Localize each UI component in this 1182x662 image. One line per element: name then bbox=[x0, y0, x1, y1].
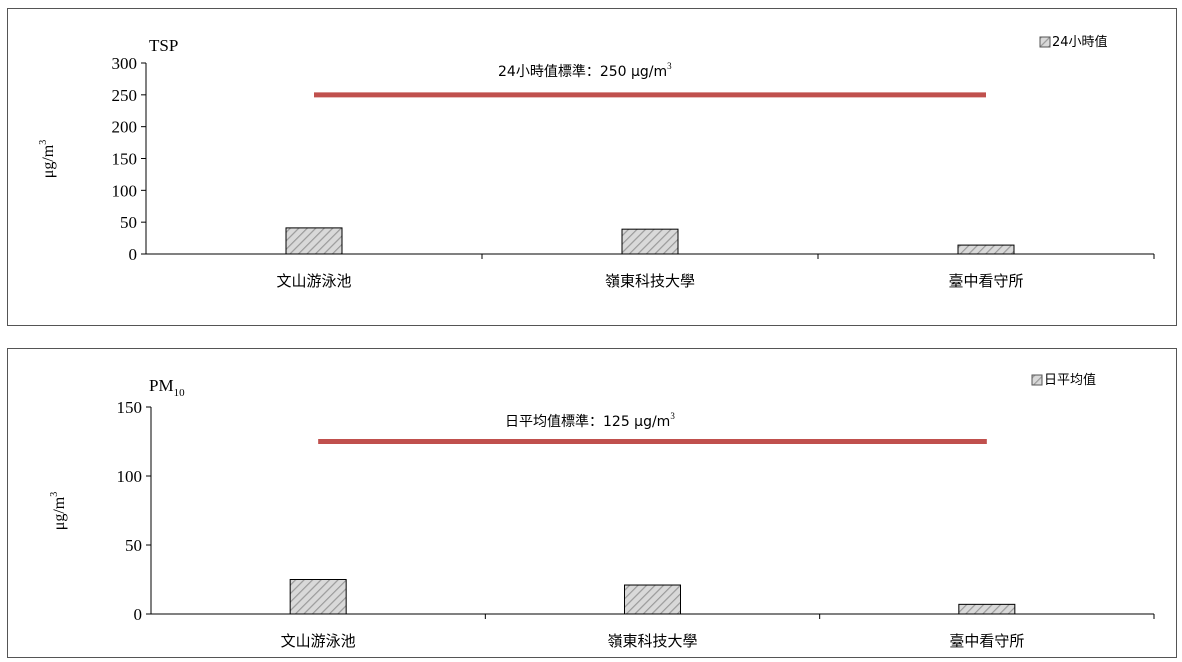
y-axis-title: μg/m3 bbox=[49, 492, 68, 530]
standard-label-text: 日平均值標準：125 μg/m bbox=[505, 414, 670, 430]
y-tick-label: 100 bbox=[117, 467, 143, 486]
y-tick-label: 300 bbox=[112, 54, 138, 73]
bar bbox=[958, 603, 1016, 615]
svg-text:μg/m3: μg/m3 bbox=[49, 492, 68, 530]
x-tick-label: 文山游泳池 bbox=[276, 272, 351, 290]
plot-area: 0 50 100 150 文山游泳池 嶺東科技大學 臺中看守所 bbox=[117, 398, 1155, 650]
pm10-chart-panel: PM10 μg/m3 日平均值 0 50 100 150 文山游泳池 嶺東科技大學 臺中看守… bbox=[7, 348, 1177, 658]
y-axis-title-text: μg/m bbox=[40, 144, 57, 178]
chart-title: TSP bbox=[149, 36, 178, 55]
bar bbox=[285, 227, 343, 255]
bar bbox=[621, 228, 679, 255]
standard-label-sup: 3 bbox=[667, 61, 672, 71]
x-tick-label: 嶺東科技大學 bbox=[607, 632, 697, 650]
bar bbox=[289, 579, 347, 615]
bar bbox=[957, 244, 1015, 255]
y-tick-label: 0 bbox=[134, 605, 143, 624]
y-tick-label: 250 bbox=[112, 86, 138, 105]
svg-text:μg/m3: μg/m3 bbox=[38, 140, 57, 178]
chart-title-text: PM bbox=[149, 376, 174, 395]
chart-title: PM10 bbox=[149, 376, 185, 399]
y-tick-label: 150 bbox=[112, 150, 138, 169]
y-axis-title-sup: 3 bbox=[49, 492, 60, 497]
bar bbox=[624, 584, 681, 615]
y-tick-label: 200 bbox=[112, 118, 138, 137]
y-axis-title-sup: 3 bbox=[38, 140, 49, 145]
legend-label: 24小時值 bbox=[1052, 34, 1108, 50]
y-axis-title-text: μg/m bbox=[51, 496, 68, 530]
standard-label-text: 24小時值標準：250 μg/m bbox=[498, 64, 667, 80]
y-tick-label: 150 bbox=[117, 398, 143, 417]
x-tick-label: 文山游泳池 bbox=[281, 632, 356, 650]
y-tick-label: 0 bbox=[129, 245, 138, 264]
tsp-chart: TSP μg/m3 24小時值 050100150200250300文山游泳池嶺… bbox=[38, 34, 1155, 290]
plot-area: 0 50 100 150 200 250 300 文山游泳池 嶺東科技大學 臺中看守所 bbox=[112, 54, 1155, 290]
legend: 24小時值 bbox=[1039, 34, 1108, 50]
x-tick-label: 臺中看守所 bbox=[949, 632, 1024, 650]
y-axis-title: μg/m3 bbox=[38, 140, 57, 178]
x-tick-label: 嶺東科技大學 bbox=[605, 272, 695, 290]
standard-label: 24小時值標準：250 μg/m3 bbox=[498, 61, 672, 80]
y-tick-label: 50 bbox=[120, 213, 137, 232]
y-tick-label: 100 bbox=[112, 181, 138, 200]
legend: 日平均值 bbox=[1031, 372, 1096, 388]
chart-title-sub: 10 bbox=[174, 387, 186, 399]
legend-label: 日平均值 bbox=[1044, 372, 1096, 388]
legend-swatch bbox=[1039, 36, 1051, 48]
y-tick-label: 50 bbox=[125, 536, 142, 555]
x-tick-label: 臺中看守所 bbox=[948, 272, 1023, 290]
legend-swatch bbox=[1031, 374, 1043, 386]
tsp-chart-panel: TSP μg/m3 24小時值 0 50 100 150 200 250 300 文山游泳池嶺… bbox=[7, 8, 1177, 326]
standard-label-sup: 3 bbox=[670, 411, 675, 421]
standard-label: 日平均值標準：125 μg/m3 bbox=[505, 411, 675, 430]
